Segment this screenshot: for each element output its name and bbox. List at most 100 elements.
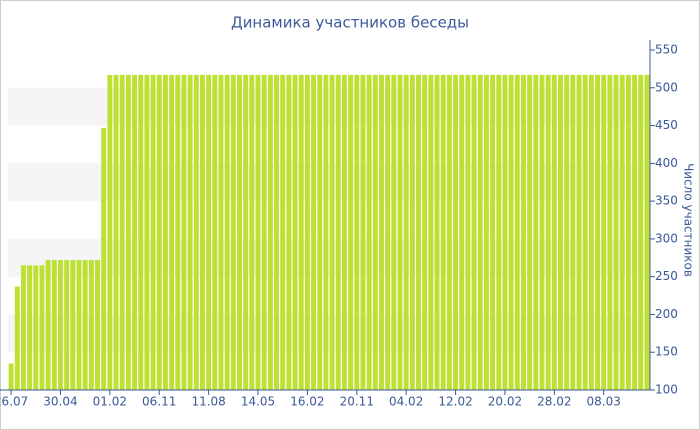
x-tick-label: 12.02 xyxy=(438,395,472,409)
x-tick-label: 14.05 xyxy=(241,395,275,409)
bar xyxy=(403,74,409,390)
y-tick-label: 200 xyxy=(655,307,678,321)
bar xyxy=(101,127,107,391)
bar xyxy=(58,260,63,390)
bar xyxy=(27,265,33,390)
bar xyxy=(533,74,539,390)
bar xyxy=(224,74,230,390)
y-tick-label: 500 xyxy=(655,80,678,94)
bar xyxy=(187,74,193,390)
y-tick-label: 450 xyxy=(655,118,678,132)
bar xyxy=(82,260,88,390)
bar xyxy=(335,74,341,390)
bar xyxy=(416,74,421,390)
bar xyxy=(385,74,391,390)
x-tick-label: 04.02 xyxy=(389,395,423,409)
bar xyxy=(465,74,471,390)
bar xyxy=(119,74,125,390)
x-tick-label: 01.02 xyxy=(93,395,127,409)
bar xyxy=(292,74,298,390)
bar xyxy=(218,74,224,390)
bar xyxy=(199,74,205,390)
bar xyxy=(508,74,514,390)
x-tick-label: 30.04 xyxy=(43,395,77,409)
bar xyxy=(527,74,533,390)
bar xyxy=(428,74,434,390)
y-tick-label: 250 xyxy=(655,269,678,283)
bar xyxy=(193,74,199,390)
bar xyxy=(588,74,594,390)
x-tick-label: 06.11 xyxy=(142,395,176,409)
bar xyxy=(601,74,607,390)
bar xyxy=(471,74,477,390)
bar xyxy=(391,74,397,390)
x-tick-label: 16.02 xyxy=(290,395,324,409)
bar xyxy=(397,74,403,390)
y-tick-label: 300 xyxy=(655,231,678,245)
bar xyxy=(88,260,94,390)
bar xyxy=(132,74,138,390)
bar xyxy=(311,74,317,390)
bar xyxy=(496,74,502,390)
bar xyxy=(619,74,625,390)
bar xyxy=(125,74,131,390)
bar xyxy=(558,74,563,390)
y-tick-label: 100 xyxy=(655,383,678,397)
bar xyxy=(490,74,496,390)
x-tick-label: 20.11 xyxy=(340,395,374,409)
x-tick-label: 08.03 xyxy=(587,395,621,409)
bar xyxy=(372,74,378,390)
bar xyxy=(638,74,644,390)
bar xyxy=(453,74,459,390)
bar xyxy=(298,74,304,390)
bar xyxy=(360,74,366,390)
bar xyxy=(261,74,267,390)
bar xyxy=(20,265,26,390)
y-tick-label: 550 xyxy=(655,43,678,57)
bar xyxy=(243,74,249,390)
bar xyxy=(632,74,638,390)
y-tick-label: 350 xyxy=(655,194,678,208)
bar xyxy=(212,74,218,390)
bar xyxy=(354,74,360,390)
chart-title: Динамика участников беседы xyxy=(231,14,469,32)
bar xyxy=(551,74,557,390)
x-tick-label: 28.02 xyxy=(537,395,571,409)
bar xyxy=(150,74,156,390)
bar xyxy=(76,260,82,390)
bar xyxy=(366,74,372,390)
x-tick-label: 11.08 xyxy=(191,395,225,409)
bar xyxy=(545,74,551,390)
bar xyxy=(434,74,440,390)
bar xyxy=(514,74,520,390)
bar xyxy=(249,74,255,390)
bar xyxy=(14,286,20,390)
bar xyxy=(317,74,323,390)
bar xyxy=(51,260,57,390)
bar xyxy=(483,74,489,390)
bar xyxy=(230,74,236,390)
y-tick-label: 150 xyxy=(655,345,678,359)
bar xyxy=(379,74,384,390)
bar xyxy=(409,74,415,390)
bar xyxy=(520,74,526,390)
x-tick-label: 20.02 xyxy=(488,395,522,409)
bar xyxy=(595,74,600,390)
bar xyxy=(95,260,100,390)
bar xyxy=(156,74,162,390)
bar xyxy=(329,74,335,390)
bar xyxy=(625,74,631,390)
bar xyxy=(33,265,39,390)
bar xyxy=(607,74,613,390)
bar xyxy=(107,74,113,390)
bar xyxy=(539,74,545,390)
bar xyxy=(138,74,144,390)
y-tick-label: 400 xyxy=(655,156,678,170)
bar xyxy=(39,265,45,390)
bar xyxy=(45,260,51,390)
bar xyxy=(162,74,168,390)
bar xyxy=(613,74,619,390)
bar xyxy=(341,74,347,390)
bar xyxy=(144,74,150,390)
